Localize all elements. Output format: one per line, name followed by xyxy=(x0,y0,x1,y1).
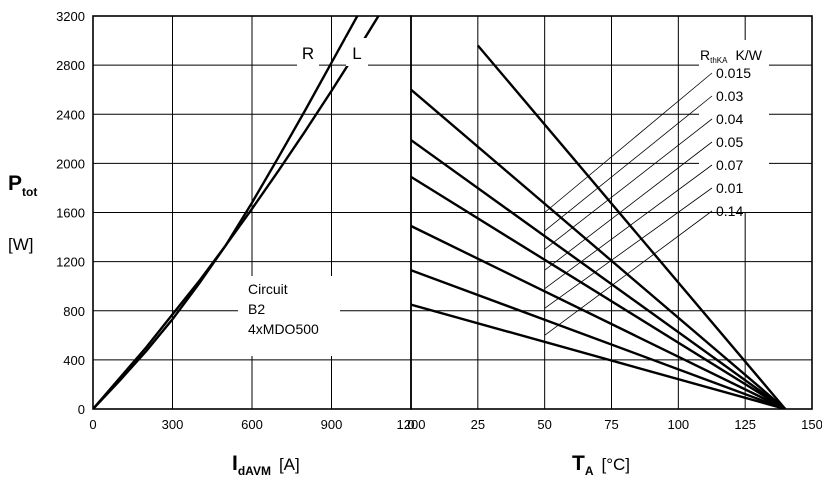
right-x-tick-150: 150 xyxy=(801,417,822,432)
left-x-tick-1200: 1200 xyxy=(397,417,426,432)
right-x-tick-75: 75 xyxy=(604,417,618,432)
right-x-tick-25: 25 xyxy=(471,417,485,432)
annotation-b2: B2 xyxy=(248,301,265,317)
series-0.04-label: 0.04 xyxy=(716,111,743,127)
y-axis-title: Ptot xyxy=(8,172,37,199)
series-0.015-leader xyxy=(544,72,713,213)
right-x-tick-50: 50 xyxy=(537,417,551,432)
series-0.04-line xyxy=(411,139,786,409)
left-x-axis-title: IdAVM [A] xyxy=(232,452,300,477)
right-plot-frame xyxy=(410,15,813,410)
left-x-tick-300: 300 xyxy=(162,417,184,432)
left-x-tick-600: 600 xyxy=(241,417,263,432)
y-axis-unit: [W] xyxy=(8,235,34,254)
right-x-tick-0: 0 xyxy=(407,417,414,432)
series-0.01-leader xyxy=(544,187,713,309)
y-tick-400: 400 xyxy=(63,353,85,368)
series-0.05-label: 0.05 xyxy=(716,134,743,150)
series-0.015-label: 0.015 xyxy=(716,65,751,81)
y-tick-0: 0 xyxy=(78,402,85,417)
series-0.03-leader xyxy=(544,95,713,232)
series-0.04-leader xyxy=(544,118,713,250)
label-R-background xyxy=(297,38,319,66)
series-0.07-label: 0.07 xyxy=(716,157,743,173)
right-x-tick-100: 100 xyxy=(667,417,689,432)
y-tick-3200: 3200 xyxy=(56,9,85,24)
series-0.015-line xyxy=(476,44,787,409)
series-0.14-label: 0.14 xyxy=(716,203,743,219)
legend-background xyxy=(699,40,769,212)
series-0.01-label: 0.01 xyxy=(716,180,743,196)
series-0.05-line xyxy=(411,175,786,409)
right-x-axis-title: TA [°C] xyxy=(572,452,630,477)
left-x-tick-900: 900 xyxy=(321,417,343,432)
series-0.05-leader xyxy=(544,141,713,271)
series-0.14-leader xyxy=(544,210,713,336)
annotation-background xyxy=(238,276,340,356)
series-R-label: R xyxy=(302,44,314,63)
annotation-module: 4xMDO500 xyxy=(248,321,319,337)
series-0.07-leader xyxy=(544,164,713,289)
annotation-circuit: Circuit xyxy=(248,281,288,297)
y-tick-1200: 1200 xyxy=(56,255,85,270)
series-0.03-label: 0.03 xyxy=(716,88,743,104)
series-R-line xyxy=(93,16,359,409)
y-tick-2400: 2400 xyxy=(56,107,85,122)
y-tick-800: 800 xyxy=(63,304,85,319)
series-0.01-line xyxy=(411,269,786,409)
series-0.14-line xyxy=(411,303,786,409)
series-0.07-line xyxy=(411,224,786,409)
label-L-background xyxy=(346,38,368,66)
legend-title: RthKA K/W xyxy=(700,47,763,65)
left-x-tick-0: 0 xyxy=(89,417,96,432)
y-tick-2000: 2000 xyxy=(56,156,85,171)
y-tick-1600: 1600 xyxy=(56,206,85,221)
series-L-label: L xyxy=(352,44,361,63)
y-tick-2800: 2800 xyxy=(56,58,85,73)
right-x-tick-125: 125 xyxy=(734,417,756,432)
